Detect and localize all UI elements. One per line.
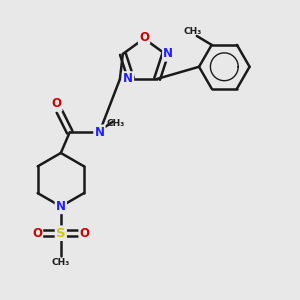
Text: O: O — [80, 227, 90, 240]
Text: CH₃: CH₃ — [183, 27, 202, 36]
Text: S: S — [56, 227, 66, 240]
Text: O: O — [32, 227, 42, 240]
Text: N: N — [94, 126, 104, 139]
Text: CH₃: CH₃ — [52, 258, 70, 267]
Text: O: O — [139, 31, 149, 44]
Text: N: N — [123, 72, 133, 86]
Text: CH₃: CH₃ — [107, 119, 125, 128]
Text: O: O — [51, 98, 62, 110]
Text: N: N — [56, 200, 66, 213]
Text: N: N — [163, 47, 173, 60]
